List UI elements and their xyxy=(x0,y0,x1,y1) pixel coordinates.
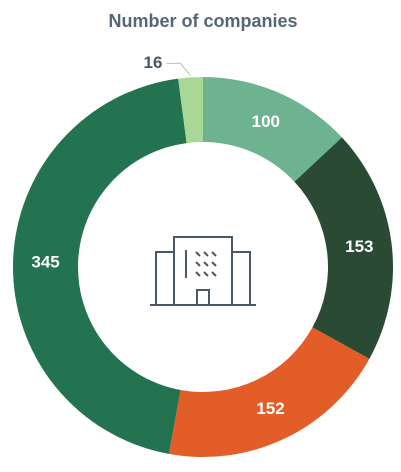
value-label: 152 xyxy=(256,399,284,418)
donut-slice xyxy=(168,327,370,457)
value-label: 100 xyxy=(252,112,280,131)
building-icon xyxy=(150,236,256,306)
chart-title: Number of companies xyxy=(108,11,297,31)
value-label: 16 xyxy=(143,53,162,72)
value-label: 153 xyxy=(345,237,373,256)
donut-slice xyxy=(178,77,203,144)
value-label: 345 xyxy=(31,253,59,272)
donut-slice xyxy=(294,137,393,359)
leader-line xyxy=(166,62,191,76)
donut-slice xyxy=(203,77,342,182)
donut-slice xyxy=(12,78,187,454)
